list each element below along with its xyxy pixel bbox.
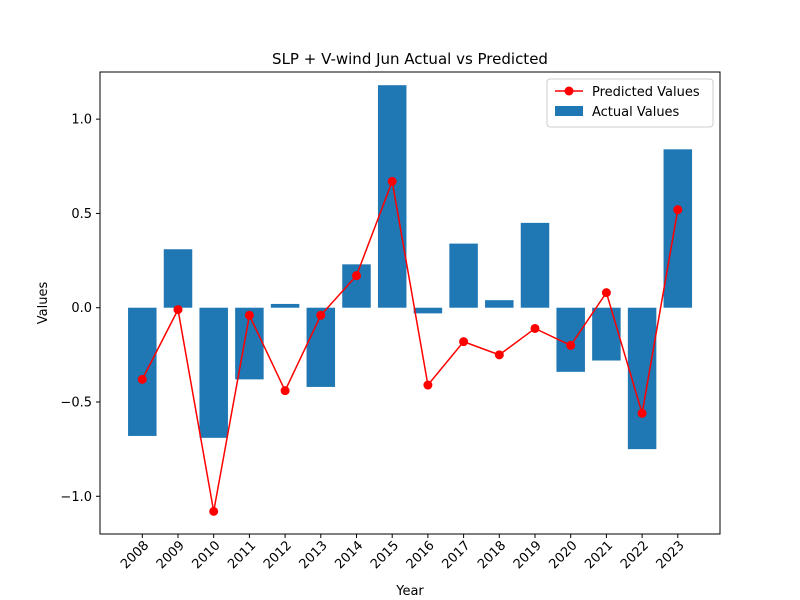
bar-2016 (413, 307, 443, 314)
point-2011 (244, 310, 254, 320)
x-axis: 2008 2009 2010 2011 2012 2013 2014 2015 2016 2017… (118, 534, 688, 572)
bar-2009 (163, 249, 193, 308)
y-tick-label: 0.5 (71, 207, 92, 222)
x-axis-label: Year (395, 584, 424, 599)
point-2021 (601, 288, 611, 298)
plot-frame (99, 71, 721, 535)
point-2019 (530, 323, 540, 333)
bar-2022 (627, 307, 657, 450)
point-2018 (494, 350, 504, 360)
bar-series (128, 85, 693, 450)
point-2023 (673, 205, 683, 215)
x-tick-label: 2019 (511, 538, 545, 572)
x-tick-label: 2015 (368, 538, 402, 572)
bar-2023 (663, 149, 693, 308)
point-2013 (316, 310, 326, 320)
x-tick-label: 2012 (261, 538, 295, 572)
x-tick-label: 2021 (582, 538, 616, 572)
y-axis: −1.0 −0.5 0.0 0.5 1.0 (60, 113, 100, 505)
x-tick-label: 2023 (654, 538, 688, 572)
legend-label-actual: Actual Values (592, 105, 680, 120)
point-2016 (423, 380, 433, 390)
y-tick-label: −1.0 (60, 490, 92, 505)
x-tick-label: 2009 (154, 538, 188, 572)
point-2017 (459, 337, 469, 347)
legend: Predicted Values Actual Values (546, 78, 714, 128)
bar-2012 (270, 303, 300, 308)
point-2014 (352, 271, 361, 281)
bar-2017 (449, 243, 478, 308)
legend-box (546, 78, 714, 128)
x-tick-label: 2016 (404, 538, 438, 572)
x-tick-label: 2008 (118, 538, 152, 572)
bar-2008 (128, 307, 157, 436)
x-tick-label: 2020 (547, 538, 581, 572)
y-tick-label: 0.0 (71, 301, 92, 316)
y-tick-label: −0.5 (60, 396, 92, 411)
bar-2021 (592, 307, 621, 361)
x-tick-label: 2017 (439, 538, 473, 572)
point-2020 (566, 340, 576, 350)
point-2009 (173, 305, 183, 315)
point-2022 (637, 408, 647, 418)
bar-2015 (377, 85, 407, 308)
point-2008 (137, 374, 147, 384)
x-tick-label: 2010 (190, 538, 224, 572)
line-series (137, 176, 683, 516)
chart-title: SLP + V-wind Jun Actual vs Predicted (272, 50, 548, 68)
bar-2018 (485, 300, 514, 308)
point-2015 (387, 176, 397, 186)
legend-bar-swatch (555, 106, 583, 116)
bar-2020 (556, 307, 585, 372)
legend-label-predicted: Predicted Values (592, 85, 700, 100)
x-tick-label: 2014 (332, 538, 366, 572)
predicted-line (141, 178, 679, 512)
bar-2013 (306, 307, 336, 387)
x-tick-label: 2022 (618, 538, 652, 572)
legend-marker-swatch (564, 86, 574, 96)
y-tick-label: 1.0 (71, 113, 92, 128)
bar-2010 (199, 307, 228, 438)
x-tick-label: 2011 (225, 538, 259, 572)
y-axis-label: Values (36, 282, 51, 325)
bar-2019 (520, 222, 550, 308)
point-2010 (209, 506, 219, 516)
x-tick-label: 2013 (297, 538, 331, 572)
point-2012 (280, 386, 290, 396)
x-tick-label: 2018 (475, 538, 509, 572)
